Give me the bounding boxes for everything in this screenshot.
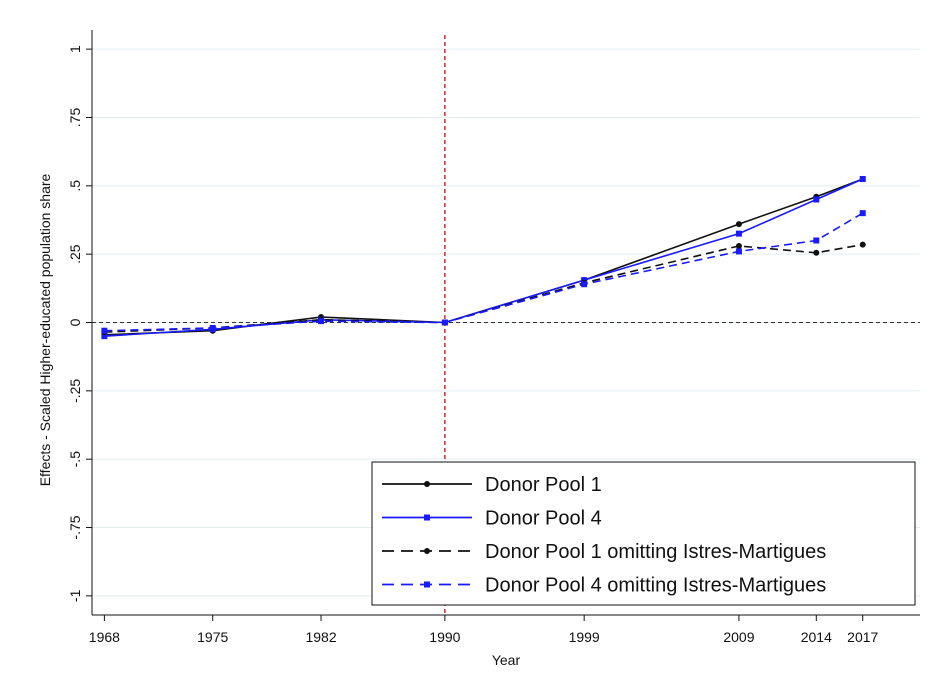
- series-line: [104, 212, 864, 332]
- marker: [813, 237, 820, 244]
- marker: [441, 319, 448, 326]
- legend-marker: [424, 481, 430, 487]
- y-tick-label: -.25: [67, 379, 83, 403]
- marker: [101, 327, 108, 334]
- y-tick-label: .75: [67, 108, 83, 128]
- legend-marker: [424, 548, 430, 554]
- x-tick-label: 2017: [847, 629, 878, 645]
- marker: [813, 196, 820, 203]
- series-line: [104, 243, 863, 333]
- x-tick-label: 1982: [305, 629, 336, 645]
- x-axis-label: Year: [492, 652, 521, 668]
- y-tick-label: 0: [67, 318, 83, 326]
- x-tick-label: 1999: [569, 629, 600, 645]
- legend-label: Donor Pool 1: [485, 474, 602, 496]
- legend-label: Donor Pool 1 omitting Istres-Martigues: [485, 541, 826, 563]
- marker: [735, 248, 742, 255]
- marker: [581, 281, 588, 288]
- marker: [101, 333, 108, 340]
- series-line: [104, 178, 864, 337]
- x-tick-label: 1968: [89, 629, 120, 645]
- y-tick-label: .25: [67, 244, 83, 264]
- x-tick-label: 1990: [429, 629, 460, 645]
- legend-marker: [424, 514, 430, 521]
- x-tick-label: 2009: [723, 629, 754, 645]
- y-axis-label: Effects - Scaled Higher-educated populat…: [37, 173, 53, 486]
- marker: [735, 230, 742, 237]
- y-tick-label: -.75: [67, 515, 83, 539]
- marker: [318, 318, 325, 325]
- marker: [859, 175, 866, 182]
- legend-label: Donor Pool 4 omitting Istres-Martigues: [485, 575, 826, 597]
- marker: [735, 242, 742, 249]
- y-tick-label: -.5: [67, 451, 83, 468]
- x-tick-label: 2014: [801, 629, 832, 645]
- marker: [209, 324, 216, 331]
- marker: [859, 210, 866, 217]
- legend-box: [371, 461, 916, 606]
- y-tick-label: 1: [67, 45, 83, 53]
- y-tick-label: .5: [67, 180, 83, 192]
- x-tick-label: 1975: [197, 629, 228, 645]
- y-tick-label: -1: [67, 589, 83, 602]
- legend-label: Donor Pool 4: [485, 508, 602, 530]
- marker: [813, 249, 820, 256]
- marker: [859, 241, 866, 248]
- marker: [735, 221, 742, 228]
- legend-marker: [424, 581, 430, 588]
